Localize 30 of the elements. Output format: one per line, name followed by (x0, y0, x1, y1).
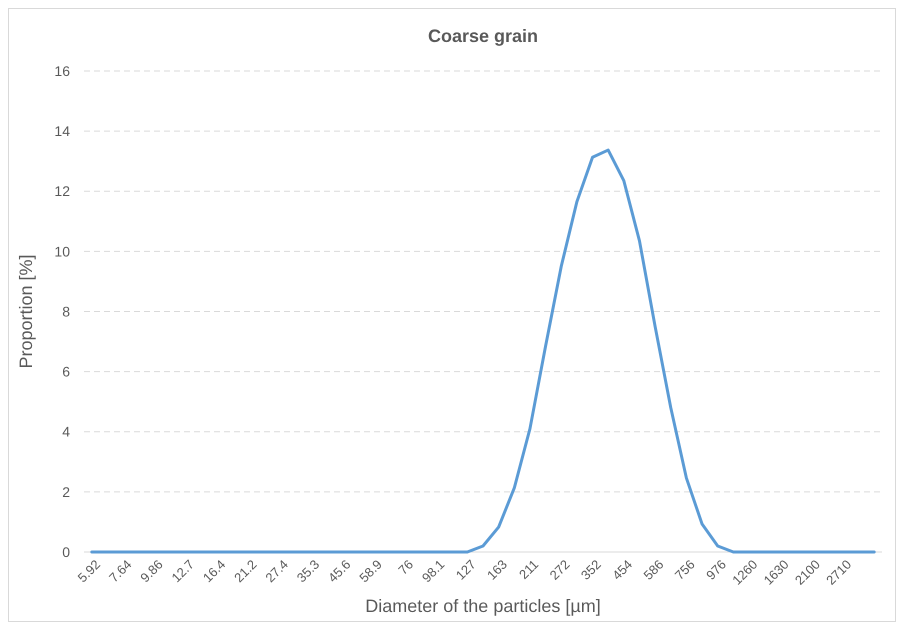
y-tick-label: 0 (62, 544, 70, 560)
y-tick-label: 2 (62, 484, 70, 500)
y-tick-label: 14 (54, 123, 70, 140)
x-tick-label: 98.1 (418, 556, 448, 586)
y-tick-label: 16 (54, 62, 70, 79)
x-tick-label: 586 (640, 556, 666, 583)
x-tick-label: 211 (516, 556, 542, 582)
x-tick-label: 5.92 (74, 556, 104, 586)
x-axis-title: Diameter of the particles [µm] (365, 596, 601, 616)
y-tick-label: 8 (62, 303, 70, 320)
x-tick-label: 454 (609, 556, 636, 583)
y-tick-label: 6 (62, 364, 70, 380)
x-tick-label: 58.9 (356, 556, 385, 586)
x-tick-label: 127 (452, 556, 479, 583)
y-tick-label: 10 (54, 243, 70, 260)
x-tick-label: 7.64 (106, 556, 134, 586)
y-tick-label: 12 (54, 183, 70, 200)
x-tick-label: 163 (484, 556, 510, 583)
x-tick-label: 35.3 (294, 556, 322, 586)
x-tick-label: 76 (395, 556, 416, 578)
y-tick-label: 4 (62, 424, 70, 440)
x-tick-label: 352 (578, 556, 604, 583)
x-tick-label: 756 (672, 556, 698, 583)
y-axis-title: Proportion [%] (16, 254, 36, 369)
line-series (90, 148, 876, 554)
x-tick-label: 976 (703, 556, 730, 583)
x-tick-label: 45.6 (325, 556, 354, 586)
x-tick-label: 272 (546, 556, 573, 583)
chart-title: Coarse grain (428, 26, 538, 46)
x-tick-label: 9.86 (137, 556, 166, 586)
